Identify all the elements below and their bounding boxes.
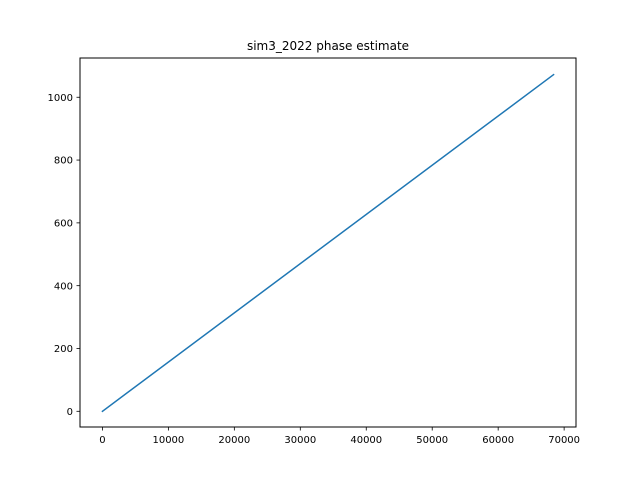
x-tick-label: 0: [99, 435, 105, 446]
series-layer: [101, 73, 555, 413]
plot-frame: [79, 57, 577, 428]
x-tick-label: 40000: [350, 435, 382, 446]
y-tick-label: 1000: [48, 93, 73, 104]
y-tick-label: 800: [54, 156, 73, 167]
y-axis-ticks: 0 200 400 600 800 1000: [48, 93, 80, 418]
x-tick-label: 20000: [218, 435, 250, 446]
y-tick-label: 0: [67, 407, 73, 418]
y-tick-label: 200: [54, 344, 73, 355]
x-tick-label: 50000: [416, 435, 448, 446]
y-tick-label: 400: [54, 281, 73, 292]
chart-title: sim3_2022 phase estimate: [247, 39, 409, 53]
x-tick-label: 30000: [284, 435, 316, 446]
x-tick-label: 10000: [152, 435, 184, 446]
y-tick-label: 600: [54, 218, 73, 229]
x-tick-label: 70000: [548, 435, 580, 446]
x-axis-ticks: 0 10000 20000 30000 40000 50000 60000 70000: [99, 427, 580, 446]
series-line-0: [101, 73, 555, 413]
x-tick-label: 60000: [482, 435, 514, 446]
